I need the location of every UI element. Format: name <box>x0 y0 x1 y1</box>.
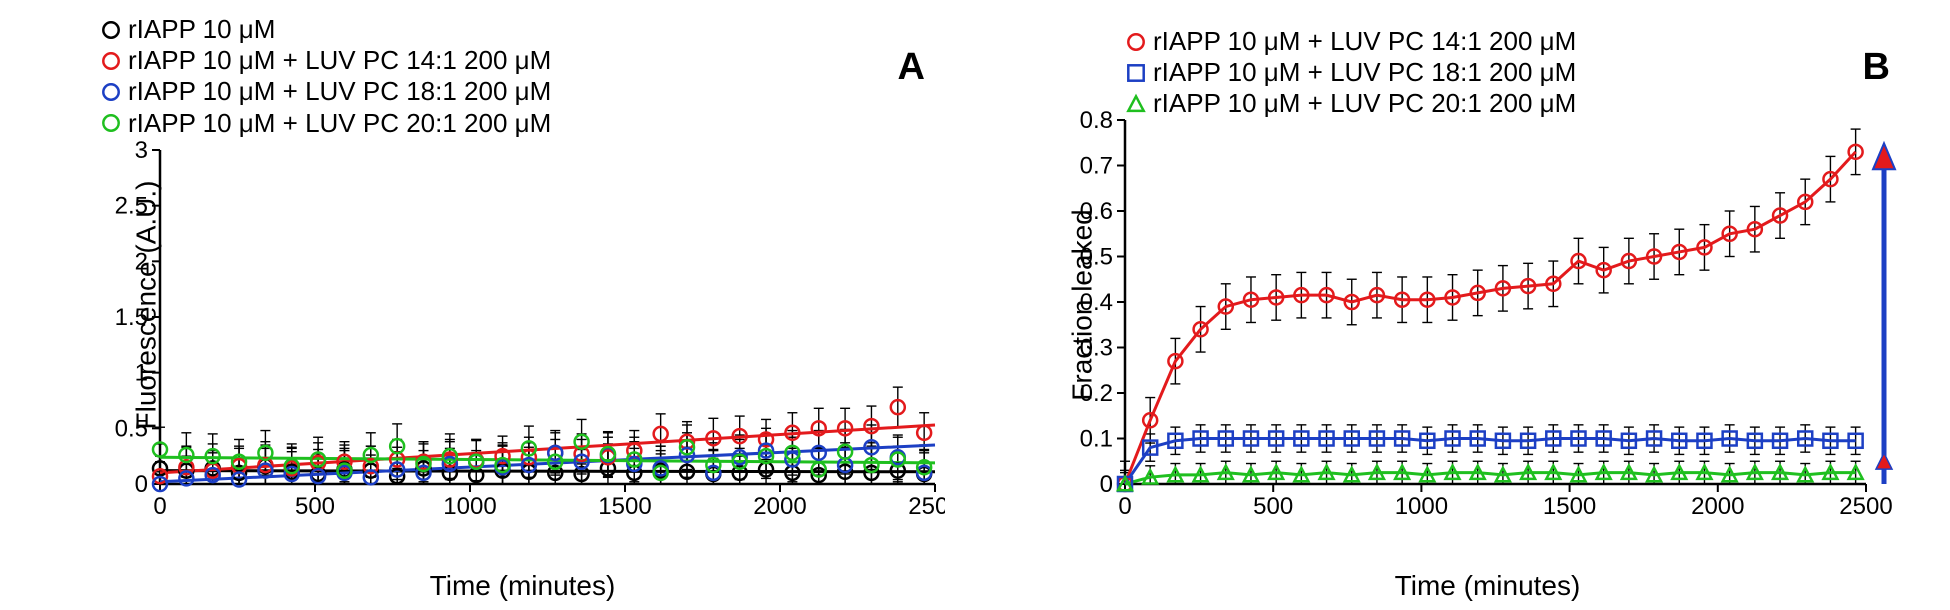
x-axis-label-a: Time (minutes) <box>80 570 965 602</box>
plot-area-a: 0 500 1000 1500 2000 2500 0 0.5 1 1.5 2 2.5 3 <box>100 140 945 530</box>
legend-a: rIAPP 10 μMrIAPP 10 μM + LUV PC 14:1 200… <box>100 14 551 139</box>
svg-text:3: 3 <box>135 140 148 164</box>
legend-item: rIAPP 10 μM <box>100 14 551 45</box>
legend-item: rIAPP 10 μM + LUV PC 18:1 200 μM <box>1125 57 1576 88</box>
svg-text:1500: 1500 <box>1543 493 1596 520</box>
legend-item: rIAPP 10 μM + LUV PC 18:1 200 μM <box>100 76 551 107</box>
svg-text:0: 0 <box>153 493 166 520</box>
svg-text:2.5: 2.5 <box>115 193 148 220</box>
svg-text:0.5: 0.5 <box>115 415 148 442</box>
svg-text:0.6: 0.6 <box>1080 198 1113 225</box>
panel-b: rIAPP 10 μM + LUV PC 14:1 200 μMrIAPP 10… <box>1045 10 1930 600</box>
chart-svg-a: 0 500 1000 1500 2000 2500 0 0.5 1 1.5 2 2.5 3 <box>100 140 945 530</box>
svg-text:0.8: 0.8 <box>1080 110 1113 134</box>
svg-text:0: 0 <box>1100 471 1113 498</box>
chart-svg-b: 0 500 1000 1500 2000 2500 0 0.1 0.2 0.3 0.4 0.5 0.6 0… <box>1065 110 1910 530</box>
legend-label: rIAPP 10 μM <box>128 14 275 45</box>
svg-text:1000: 1000 <box>1395 493 1448 520</box>
legend-label: rIAPP 10 μM + LUV PC 18:1 200 μM <box>128 76 551 107</box>
svg-text:0: 0 <box>135 471 148 498</box>
svg-text:2000: 2000 <box>1691 493 1744 520</box>
legend-b: rIAPP 10 μM + LUV PC 14:1 200 μMrIAPP 10… <box>1125 26 1576 120</box>
svg-text:0.5: 0.5 <box>1080 244 1113 271</box>
svg-text:0.1: 0.1 <box>1080 426 1113 453</box>
svg-text:0: 0 <box>1118 493 1131 520</box>
plot-area-b: 0 500 1000 1500 2000 2500 0 0.1 0.2 0.3 0.4 0.5 0.6 0… <box>1065 110 1910 530</box>
panel-label-b: B <box>1863 46 1890 89</box>
panel-label-a: A <box>898 46 925 89</box>
svg-text:2: 2 <box>135 248 148 275</box>
svg-text:1000: 1000 <box>443 493 496 520</box>
svg-text:2500: 2500 <box>908 493 945 520</box>
panel-a: rIAPP 10 μMrIAPP 10 μM + LUV PC 14:1 200… <box>80 10 965 600</box>
legend-item: rIAPP 10 μM + LUV PC 20:1 200 μM <box>100 108 551 139</box>
svg-text:2000: 2000 <box>753 493 806 520</box>
legend-item: rIAPP 10 μM + LUV PC 14:1 200 μM <box>100 45 551 76</box>
svg-text:1.5: 1.5 <box>115 304 148 331</box>
legend-label: rIAPP 10 μM + LUV PC 14:1 200 μM <box>128 45 551 76</box>
x-axis-label-b: Time (minutes) <box>1045 570 1930 602</box>
svg-text:500: 500 <box>1253 493 1293 520</box>
svg-text:0.3: 0.3 <box>1080 335 1113 362</box>
svg-text:1: 1 <box>135 360 148 387</box>
legend-item: rIAPP 10 μM + LUV PC 14:1 200 μM <box>1125 26 1576 57</box>
svg-text:0.7: 0.7 <box>1080 153 1113 180</box>
svg-text:0.2: 0.2 <box>1080 380 1113 407</box>
legend-label: rIAPP 10 μM + LUV PC 18:1 200 μM <box>1153 57 1576 88</box>
legend-label: rIAPP 10 μM + LUV PC 14:1 200 μM <box>1153 26 1576 57</box>
svg-text:0.4: 0.4 <box>1080 289 1113 316</box>
svg-text:1500: 1500 <box>598 493 651 520</box>
figure: rIAPP 10 μMrIAPP 10 μM + LUV PC 14:1 200… <box>0 0 1950 610</box>
svg-text:2500: 2500 <box>1839 493 1892 520</box>
legend-label: rIAPP 10 μM + LUV PC 20:1 200 μM <box>128 108 551 139</box>
svg-text:500: 500 <box>295 493 335 520</box>
